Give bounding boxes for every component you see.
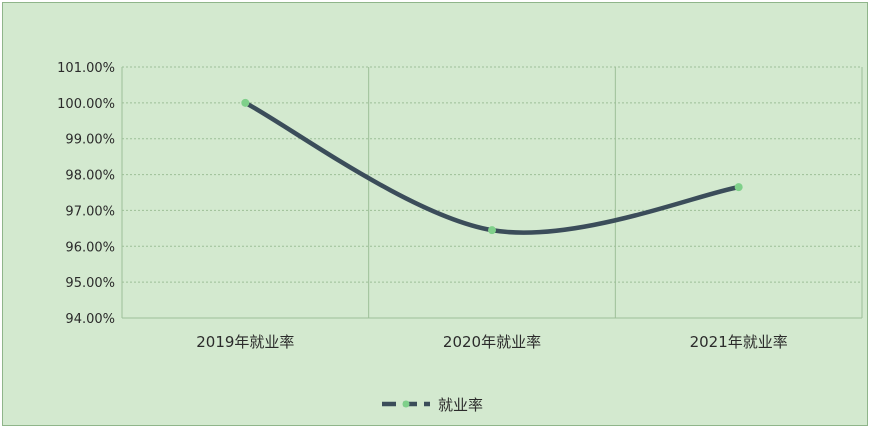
- y-tick-label: 94.00%: [65, 312, 115, 327]
- legend: 就业率: [382, 396, 483, 414]
- legend-label: 就业率: [438, 396, 483, 414]
- data-point: [488, 226, 496, 235]
- x-category-label: 2021年就业率: [690, 333, 788, 351]
- grid: [121, 66, 863, 319]
- legend-swatch-marker: [402, 400, 410, 408]
- x-category-label: 2020年就业率: [443, 333, 541, 351]
- y-tick-label: 96.00%: [65, 240, 115, 255]
- data-point: [241, 98, 250, 107]
- y-tick-label: 101.00%: [57, 61, 115, 76]
- series-line-就业率: [243, 100, 741, 235]
- y-tick-label: 100.00%: [57, 97, 115, 112]
- y-tick-label: 95.00%: [65, 276, 115, 291]
- series-lines: [241, 98, 743, 235]
- x-axis-category-labels: 2019年就业率 2020年就业率 2021年就业率: [196, 333, 788, 351]
- y-tick-label: 99.00%: [65, 133, 115, 148]
- y-axis-tick-labels: 94.00% 95.00% 96.00% 97.00% 98.00% 99.00% 100.…: [57, 61, 115, 327]
- y-tick-label: 97.00%: [65, 204, 115, 219]
- data-point: [734, 183, 743, 192]
- y-tick-label: 98.00%: [65, 169, 115, 184]
- x-category-label: 2019年就业率: [196, 333, 294, 351]
